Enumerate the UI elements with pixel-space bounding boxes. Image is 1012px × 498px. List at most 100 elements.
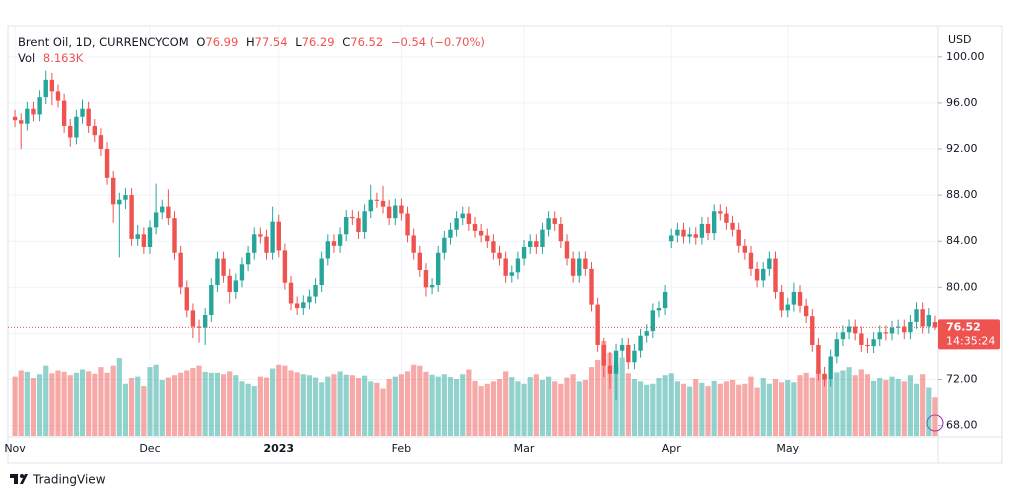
- volume-bar: [803, 372, 809, 436]
- volume-bar: [122, 383, 129, 436]
- symbol: Brent Oil, 1D, CURRENCYCOM: [18, 35, 189, 49]
- candle-body: [31, 108, 36, 115]
- volume-bar: [208, 372, 214, 436]
- volume-bar: [86, 371, 92, 436]
- volume-bar: [417, 365, 423, 436]
- volume-bar: [785, 379, 791, 436]
- volume-bar: [772, 379, 779, 436]
- candle-body: [307, 296, 312, 303]
- candle-body: [337, 234, 343, 246]
- candle-body: [840, 332, 846, 340]
- y-tick-label: 92.00: [946, 142, 978, 155]
- volume-pane: [12, 341, 938, 436]
- candle-body: [190, 310, 196, 327]
- candle-body: [141, 234, 147, 247]
- volume-bar: [153, 364, 159, 436]
- volume-bar: [858, 369, 864, 436]
- volume-bar: [588, 367, 595, 436]
- candle-body: [785, 304, 790, 311]
- candle-body: [797, 291, 803, 306]
- candle-body: [859, 333, 864, 345]
- volume-bar: [797, 375, 803, 436]
- volume-bar: [601, 341, 607, 436]
- candle-body: [601, 344, 606, 366]
- candle-body: [681, 229, 686, 237]
- candle-body: [160, 206, 165, 213]
- volume-bar: [717, 383, 723, 436]
- volume-bar: [404, 371, 411, 436]
- candle-body: [675, 229, 680, 236]
- volume-bar: [662, 375, 668, 436]
- currency: USD: [948, 33, 972, 46]
- volume-bar: [165, 377, 171, 436]
- volume-bar: [135, 376, 141, 436]
- candle-body: [877, 332, 882, 340]
- volume-bar: [392, 376, 398, 436]
- volume-bar: [576, 381, 582, 436]
- candle-body: [552, 218, 557, 224]
- candle-body: [589, 268, 594, 305]
- volume-bar: [398, 374, 405, 436]
- volume-bar: [674, 381, 680, 436]
- volume-bar: [877, 378, 883, 436]
- candle-body: [239, 264, 245, 281]
- volume-bar: [263, 377, 270, 436]
- volume-bar: [276, 364, 282, 436]
- candle-body: [417, 252, 423, 271]
- y-tick-label: 88.00: [946, 188, 978, 201]
- candle-body: [607, 365, 613, 374]
- countdown: 14:35:24: [946, 334, 995, 347]
- candle-body: [724, 213, 729, 223]
- volume-bar: [742, 383, 748, 436]
- volume-bar: [472, 380, 478, 436]
- volume-bar: [245, 383, 251, 436]
- volume-bar: [374, 382, 380, 436]
- volume-bar: [748, 376, 754, 436]
- candle-body: [215, 258, 220, 286]
- volume-bar: [306, 375, 313, 436]
- volume-bar: [257, 376, 263, 436]
- volume-bar: [300, 374, 306, 436]
- candle-body: [650, 310, 656, 332]
- volume-bar: [362, 375, 368, 436]
- candle-body: [895, 326, 901, 328]
- candle-body: [503, 258, 508, 276]
- candle-body: [730, 222, 735, 230]
- candle-body: [754, 268, 760, 281]
- volume-bar: [729, 379, 736, 436]
- volume-bar: [864, 374, 871, 436]
- candle-body: [405, 213, 410, 236]
- volume-bar: [625, 373, 631, 436]
- volume-bar: [270, 368, 276, 436]
- candle-body: [374, 199, 380, 201]
- candle-body: [632, 350, 637, 363]
- candle-body: [736, 229, 741, 246]
- volume-bar: [521, 383, 527, 436]
- candle-body: [558, 223, 564, 242]
- volume-bar: [110, 365, 116, 436]
- volume-bar: [779, 382, 785, 436]
- candle-body: [68, 125, 73, 138]
- volume-bar: [711, 380, 717, 436]
- volume-bar: [190, 368, 196, 436]
- volume-bar: [515, 381, 521, 436]
- volume-bar: [98, 367, 104, 436]
- x-tick-label: Dec: [139, 442, 160, 455]
- candle-body: [472, 223, 478, 231]
- candle-body: [816, 344, 821, 374]
- volume-bar: [570, 374, 576, 436]
- candle-body: [920, 309, 925, 327]
- volume-bar: [368, 381, 374, 436]
- volume-bar: [913, 383, 920, 436]
- volume-bar: [736, 384, 742, 436]
- candle-body: [485, 235, 490, 242]
- volume-bar: [533, 374, 539, 436]
- volume-bar: [460, 374, 466, 436]
- candle-body: [822, 373, 827, 380]
- volume-bar: [312, 377, 319, 436]
- candle-body: [362, 211, 367, 232]
- volume-bar: [380, 388, 386, 436]
- volume-bar: [509, 377, 515, 436]
- candle-body: [104, 149, 110, 178]
- candle-body: [546, 218, 551, 230]
